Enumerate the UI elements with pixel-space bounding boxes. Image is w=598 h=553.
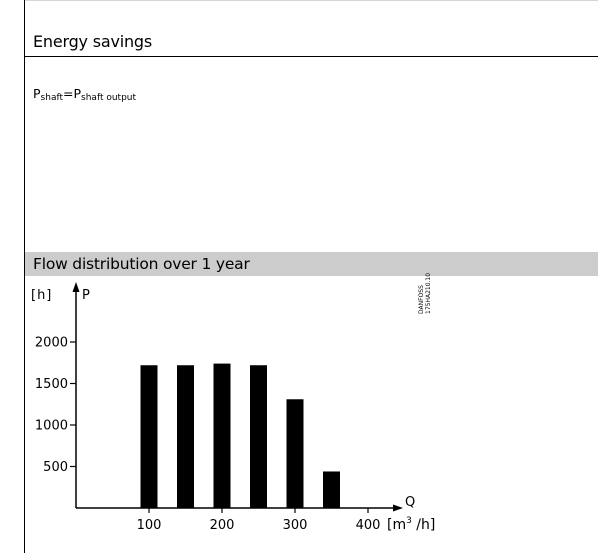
formula-rhs-subscript: shaft output (81, 93, 137, 103)
x-tick-label: 100 (137, 518, 162, 533)
x-axis-symbol: Q (405, 495, 415, 510)
formula-equals: = (63, 86, 74, 101)
y-axis-symbol: P (82, 288, 90, 303)
x-tick-label: 200 (210, 518, 235, 533)
frame-left-line (24, 0, 25, 553)
bar-350 (323, 471, 340, 508)
frame-top-line (24, 0, 598, 1)
bar-150 (177, 365, 194, 508)
formula: Pshaft=Pshaft output (33, 86, 136, 103)
figure-caption-bar: Flow distribution over 1 year (25, 252, 598, 276)
x-axis-arrow (393, 504, 403, 512)
formula-lhs-subscript: shaft (40, 93, 63, 103)
flow-distribution-chart: 500 1000 1500 2000 100 200 300 400 [h] P Q [m3 … (31, 282, 435, 533)
x-unit-superscript: 3 (406, 516, 412, 526)
bar-300 (286, 399, 304, 508)
formula-lhs-symbol: P (33, 86, 41, 101)
figure-code-line-1: DANFOSS (418, 285, 425, 314)
bar-250 (250, 365, 267, 508)
x-unit-base: [m (387, 517, 406, 533)
formula-rhs-symbol: P (73, 86, 82, 101)
x-axis-unit: [m3 /h] (387, 516, 435, 533)
figure-code-label: DANFOSS 175HA210.10 (418, 273, 432, 314)
x-tick-label: 400 (356, 518, 381, 533)
y-axis-unit: [h] (31, 288, 52, 303)
section-heading: Energy savings (33, 32, 152, 51)
figure-code-line-2: 175HA210.10 (425, 272, 432, 314)
y-tick-label: 2000 (35, 336, 68, 351)
x-tick-label: 300 (283, 518, 308, 533)
chart-axes (72, 282, 403, 512)
bar-200 (213, 363, 231, 508)
y-axis-arrow (72, 282, 80, 292)
bar-100 (140, 365, 158, 508)
figure-caption: Flow distribution over 1 year (33, 255, 250, 273)
y-tick-label: 1500 (35, 377, 68, 392)
x-unit-tail: /h] (412, 517, 436, 533)
y-tick-label: 1000 (35, 419, 68, 434)
heading-rule (24, 56, 598, 57)
y-tick-label: 500 (43, 460, 68, 475)
